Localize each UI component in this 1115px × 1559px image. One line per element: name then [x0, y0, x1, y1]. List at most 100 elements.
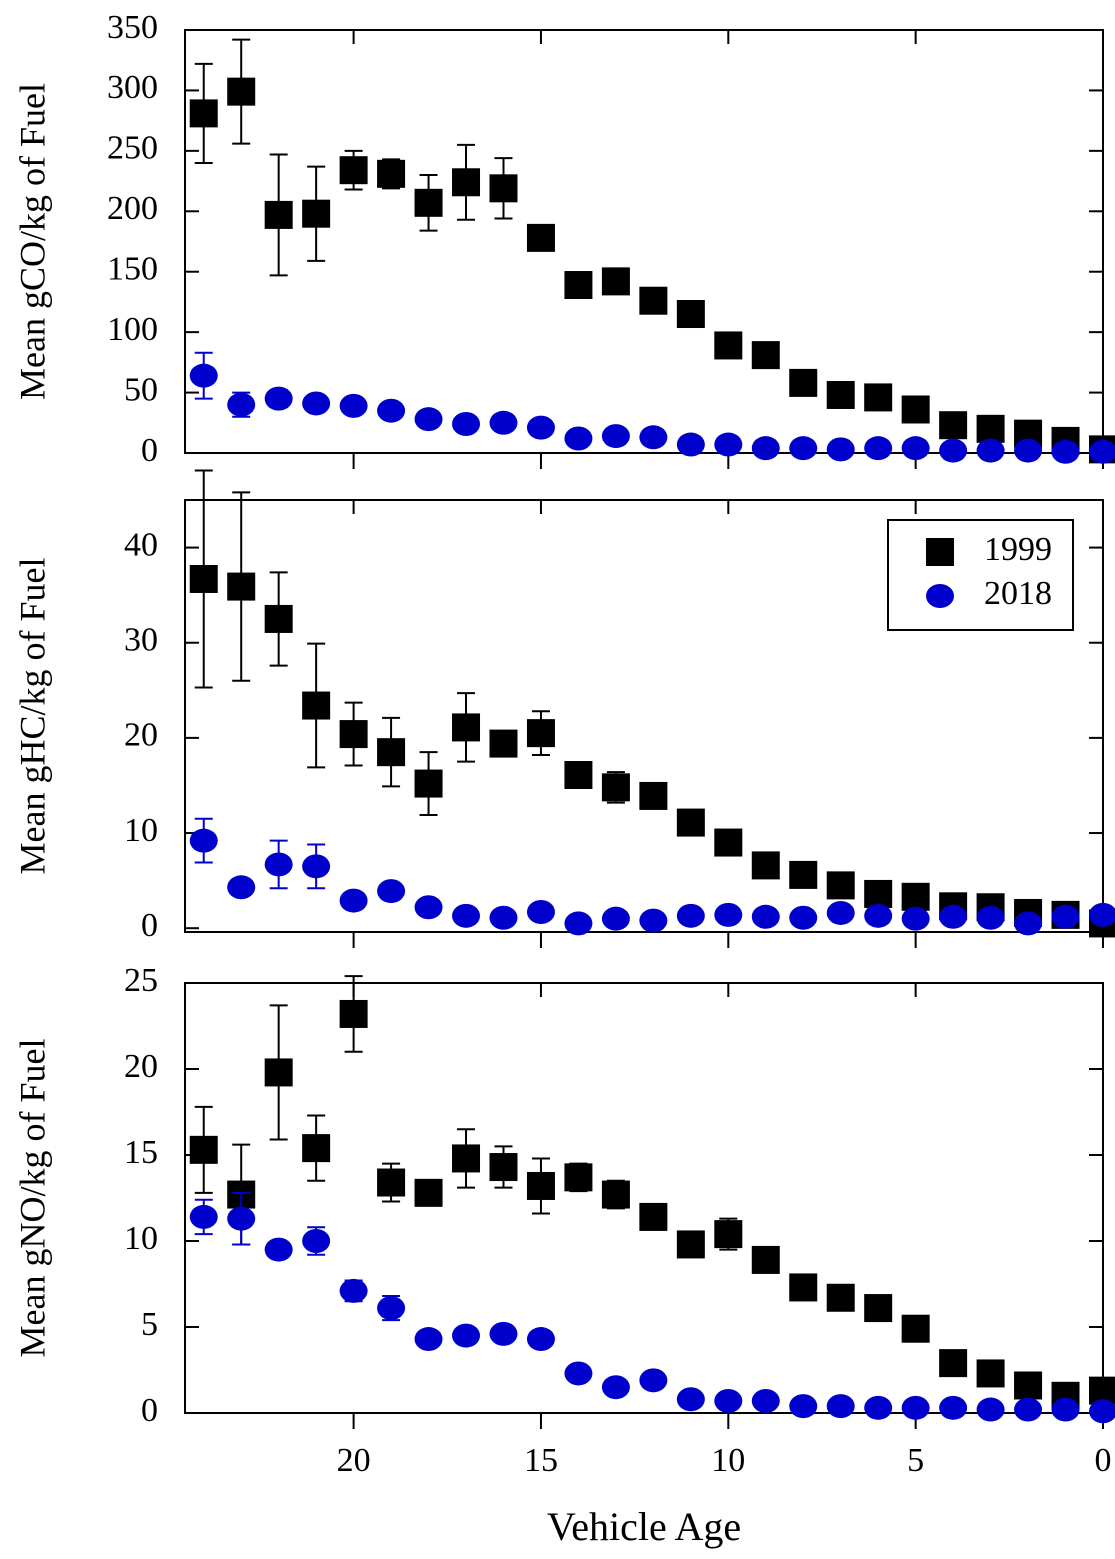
point — [864, 1395, 893, 1420]
point — [1089, 439, 1115, 464]
point — [339, 156, 368, 185]
point — [189, 1204, 218, 1229]
point — [489, 1321, 518, 1346]
point — [302, 854, 331, 879]
point — [227, 77, 256, 106]
point — [489, 729, 518, 758]
point — [489, 410, 518, 435]
point — [676, 432, 705, 457]
point — [601, 424, 630, 449]
point — [939, 1349, 968, 1378]
point — [1051, 439, 1080, 464]
y-tick-label: 0 — [141, 907, 158, 944]
point — [526, 415, 555, 440]
point — [601, 267, 630, 296]
point — [826, 871, 855, 900]
point — [414, 1178, 443, 1207]
point — [377, 738, 406, 767]
point — [414, 769, 443, 798]
point — [939, 904, 968, 929]
point — [639, 1202, 668, 1231]
y-axis-label: Mean gCO/kg of Fuel — [12, 83, 52, 400]
point — [264, 604, 293, 633]
point — [939, 1395, 968, 1420]
y-tick-label: 0 — [141, 1392, 158, 1429]
point — [489, 905, 518, 930]
point — [1089, 902, 1115, 927]
x-tick-label: 15 — [524, 1442, 558, 1479]
point — [601, 1375, 630, 1400]
point — [264, 386, 293, 411]
x-tick-label: 5 — [907, 1442, 924, 1479]
point — [414, 895, 443, 920]
point — [377, 1296, 406, 1321]
point — [526, 1327, 555, 1352]
plot-frame — [184, 29, 1104, 454]
point — [714, 1388, 743, 1413]
point — [302, 199, 331, 228]
x-tick-label: 10 — [711, 1442, 745, 1479]
y-tick-label: 200 — [107, 190, 158, 227]
point — [377, 159, 406, 188]
point — [751, 1388, 780, 1413]
point — [189, 564, 218, 593]
point — [564, 1361, 593, 1386]
point — [714, 828, 743, 857]
point — [714, 432, 743, 457]
point — [189, 828, 218, 853]
y-tick-label: 5 — [141, 1306, 158, 1343]
point — [564, 271, 593, 300]
point — [789, 436, 818, 461]
y-tick-label: 350 — [107, 9, 158, 46]
y-tick-label: 100 — [107, 311, 158, 348]
point — [939, 411, 968, 440]
plot-frame — [184, 499, 1104, 933]
point — [452, 713, 481, 742]
y-tick-label: 30 — [124, 622, 158, 659]
point — [901, 882, 930, 911]
point — [826, 1394, 855, 1419]
point — [489, 1153, 518, 1182]
point — [1014, 438, 1043, 463]
point — [714, 331, 743, 360]
point — [676, 1387, 705, 1412]
point — [676, 903, 705, 928]
y-tick-label: 20 — [124, 717, 158, 754]
y-tick-label: 50 — [124, 371, 158, 408]
point — [264, 852, 293, 877]
point — [189, 99, 218, 128]
point — [901, 1314, 930, 1343]
x-tick-label: 20 — [337, 1442, 371, 1479]
point — [264, 200, 293, 229]
y-tick-label: 0 — [141, 432, 158, 469]
point — [826, 900, 855, 925]
point — [452, 1144, 481, 1173]
point — [639, 908, 668, 933]
point — [489, 174, 518, 203]
point — [227, 392, 256, 417]
point — [227, 572, 256, 601]
legend-label: 1999 — [984, 531, 1052, 568]
series — [189, 469, 1115, 938]
point — [864, 436, 893, 461]
point — [976, 1397, 1005, 1422]
point — [901, 906, 930, 931]
series — [189, 38, 1115, 464]
point — [302, 1134, 331, 1163]
legend-label: 2018 — [984, 575, 1052, 612]
point — [864, 903, 893, 928]
y-tick-label: 40 — [124, 526, 158, 563]
point — [1089, 1399, 1115, 1424]
point — [901, 1395, 930, 1420]
point — [189, 363, 218, 388]
point — [526, 1171, 555, 1200]
y-tick-label: 300 — [107, 69, 158, 106]
point — [452, 903, 481, 928]
point — [564, 760, 593, 789]
y-tick-label: 250 — [107, 130, 158, 167]
point — [1014, 911, 1043, 936]
point — [639, 781, 668, 810]
point — [564, 1163, 593, 1192]
point — [676, 1230, 705, 1259]
